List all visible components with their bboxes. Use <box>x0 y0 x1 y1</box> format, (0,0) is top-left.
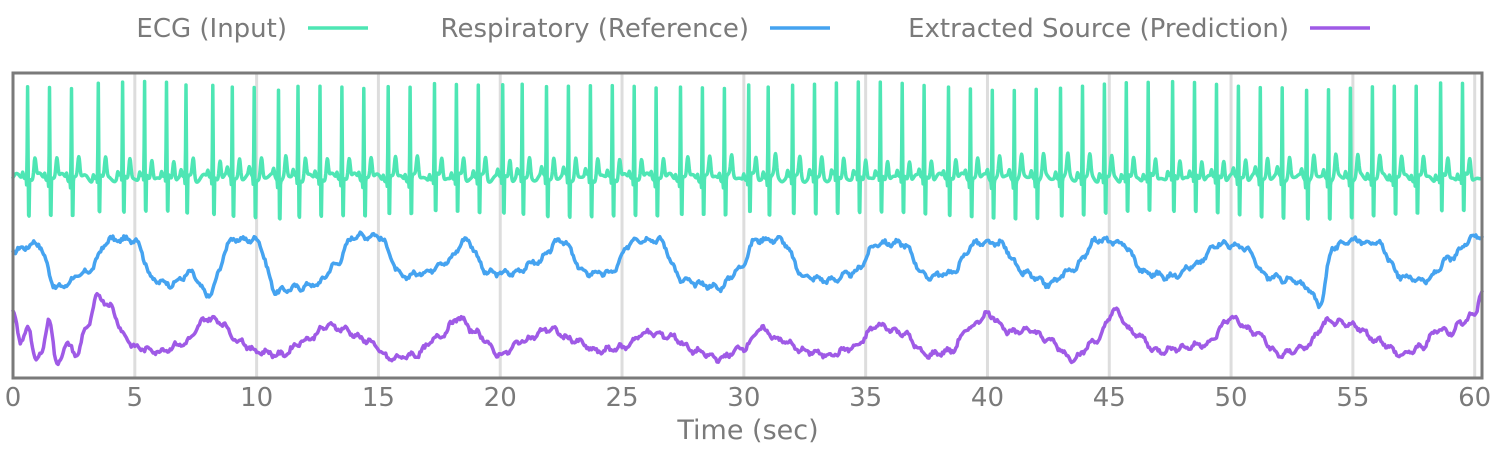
legend: ECG (Input) Respiratory (Reference) Extr… <box>136 14 1370 44</box>
grid-lines <box>11 73 1477 378</box>
x-tick-label-40: 40 <box>971 383 1004 413</box>
x-tick-label-25: 25 <box>605 383 638 413</box>
series-line-pred <box>11 289 1484 367</box>
x-axis: 0 5 10 15 20 25 30 35 40 45 50 55 60 <box>5 383 1492 413</box>
x-tick-label-55: 55 <box>1336 383 1369 413</box>
x-tick-label-50: 50 <box>1215 383 1248 413</box>
x-tick-label-15: 15 <box>362 383 395 413</box>
legend-label-ecg: ECG (Input) <box>136 14 287 44</box>
series-layer <box>11 79 1484 367</box>
x-tick-label-5: 5 <box>127 383 144 413</box>
x-tick-label-35: 35 <box>849 383 882 413</box>
plot-frame <box>11 71 1484 380</box>
x-tick-label-30: 30 <box>727 383 760 413</box>
x-axis-label: Time (sec) <box>676 415 818 446</box>
x-tick-label-20: 20 <box>484 383 517 413</box>
x-tick-label-0: 0 <box>5 383 22 413</box>
legend-label-pred: Extracted Source (Prediction) <box>908 14 1289 44</box>
legend-entry-resp: Respiratory (Reference) <box>441 14 830 44</box>
x-tick-label-10: 10 <box>240 383 273 413</box>
legend-entry-pred: Extracted Source (Prediction) <box>908 14 1370 44</box>
legend-entry-ecg: ECG (Input) <box>136 14 368 44</box>
x-tick-label-45: 45 <box>1093 383 1126 413</box>
series-line-ecg <box>11 79 1484 221</box>
series-line-resp <box>11 230 1484 310</box>
x-tick-label-60: 60 <box>1458 383 1491 413</box>
legend-label-resp: Respiratory (Reference) <box>441 14 749 44</box>
